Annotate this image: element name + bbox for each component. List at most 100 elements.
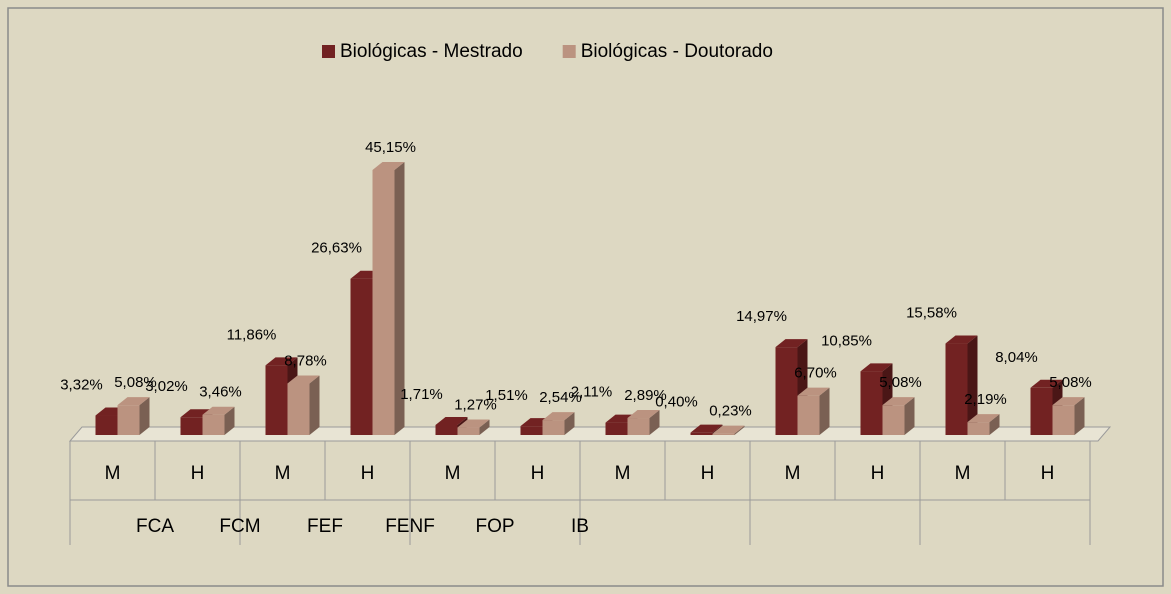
bar-front: [690, 432, 713, 435]
data-label: 1,51%: [485, 387, 528, 404]
bar-top: [265, 357, 298, 366]
bar-top: [690, 424, 723, 433]
bar-top: [117, 397, 150, 406]
data-label: 2,89%: [624, 387, 667, 404]
bar-top: [860, 363, 893, 372]
legend-swatch: [562, 45, 576, 58]
group-label: FCA: [136, 516, 174, 537]
bar-front: [1052, 405, 1075, 435]
bar-top: [435, 416, 468, 425]
bar-side: [394, 162, 405, 435]
legend-label: Biológicas - Mestrado: [340, 41, 523, 62]
bar-front: [945, 343, 968, 435]
bar-side: [1074, 397, 1085, 435]
x-tick-label: H: [1041, 463, 1055, 484]
data-label: 2,11%: [571, 384, 612, 401]
x-tick-label: H: [531, 463, 545, 484]
group-label: FEF: [307, 516, 343, 537]
bar-front: [542, 420, 565, 435]
bar: [117, 397, 150, 435]
data-label: 8,78%: [284, 352, 327, 369]
x-tick-label: M: [615, 463, 631, 484]
bar-side: [649, 410, 660, 435]
data-label: 1,27%: [454, 397, 497, 414]
data-label: 14,97%: [736, 308, 787, 325]
bar-top: [457, 419, 490, 428]
bar-front: [350, 278, 373, 435]
x-tick-label: M: [275, 463, 291, 484]
bar-side: [819, 387, 830, 435]
bar-side: [989, 414, 1000, 435]
bar-front: [95, 415, 118, 435]
bar-front: [627, 418, 650, 435]
x-tick-label: M: [785, 463, 801, 484]
bar-front: [520, 426, 543, 435]
bar-front: [265, 365, 288, 435]
bar-top: [627, 410, 660, 419]
data-label: 3,32%: [60, 376, 103, 393]
legend-swatch: [322, 45, 335, 58]
bar-front: [882, 405, 905, 435]
bar-top: [882, 397, 915, 406]
bar-side: [734, 425, 745, 435]
data-label: 6,70%: [794, 365, 837, 382]
bar-top: [775, 339, 808, 348]
bar-front: [775, 347, 798, 435]
group-label: FENF: [385, 516, 435, 537]
bar-top: [542, 412, 575, 421]
group-label: IB: [571, 516, 589, 537]
bar: [457, 419, 490, 435]
bar-front: [287, 383, 310, 435]
bar: [797, 387, 830, 435]
data-label: 11,86%: [227, 326, 277, 343]
x-tick-label: H: [701, 463, 715, 484]
group-label: FCM: [219, 516, 260, 537]
bar-front: [202, 414, 225, 435]
bar-front: [860, 371, 883, 435]
bar-front: [605, 422, 628, 435]
legend-label: Biológicas - Doutorado: [581, 41, 773, 62]
bar-top: [1030, 379, 1063, 388]
bar-top: [797, 387, 830, 396]
bar-side: [309, 375, 320, 435]
data-label: 8,04%: [995, 349, 1038, 366]
bar-front: [712, 433, 735, 435]
x-tick-label: M: [955, 463, 971, 484]
bar: [372, 162, 405, 435]
x-tick-label: H: [361, 463, 375, 484]
data-label: 3,46%: [199, 384, 242, 401]
x-tick-label: H: [191, 463, 205, 484]
bar: [542, 412, 575, 435]
bar-front: [180, 417, 203, 435]
bar-side: [139, 397, 150, 435]
bar-front: [435, 424, 458, 435]
bar-side: [224, 406, 235, 435]
bar: [882, 397, 915, 435]
bar: [202, 406, 235, 435]
bar-front: [457, 427, 480, 435]
data-label: 0,23%: [709, 403, 752, 420]
bar-front: [797, 395, 820, 435]
bar: [712, 425, 745, 435]
x-tick-label: H: [871, 463, 885, 484]
x-tick-label: M: [445, 463, 461, 484]
bar-side: [904, 397, 915, 435]
chart-border: [7, 7, 1164, 587]
data-label: 45,15%: [365, 139, 416, 156]
bar-side: [479, 419, 490, 435]
data-label: 5,08%: [114, 374, 157, 391]
bar: [967, 414, 1000, 435]
data-label: 26,63%: [311, 240, 362, 257]
bar-front: [967, 422, 990, 435]
data-label: 5,08%: [1049, 374, 1092, 391]
bar-top: [967, 414, 1000, 423]
data-label: 10,85%: [821, 332, 872, 349]
data-label: 5,08%: [879, 374, 922, 391]
data-label: 15,58%: [906, 305, 957, 322]
bar-side: [967, 335, 978, 435]
bar: [945, 335, 978, 435]
data-label: 1,71%: [400, 386, 443, 403]
bar-top: [712, 425, 745, 434]
